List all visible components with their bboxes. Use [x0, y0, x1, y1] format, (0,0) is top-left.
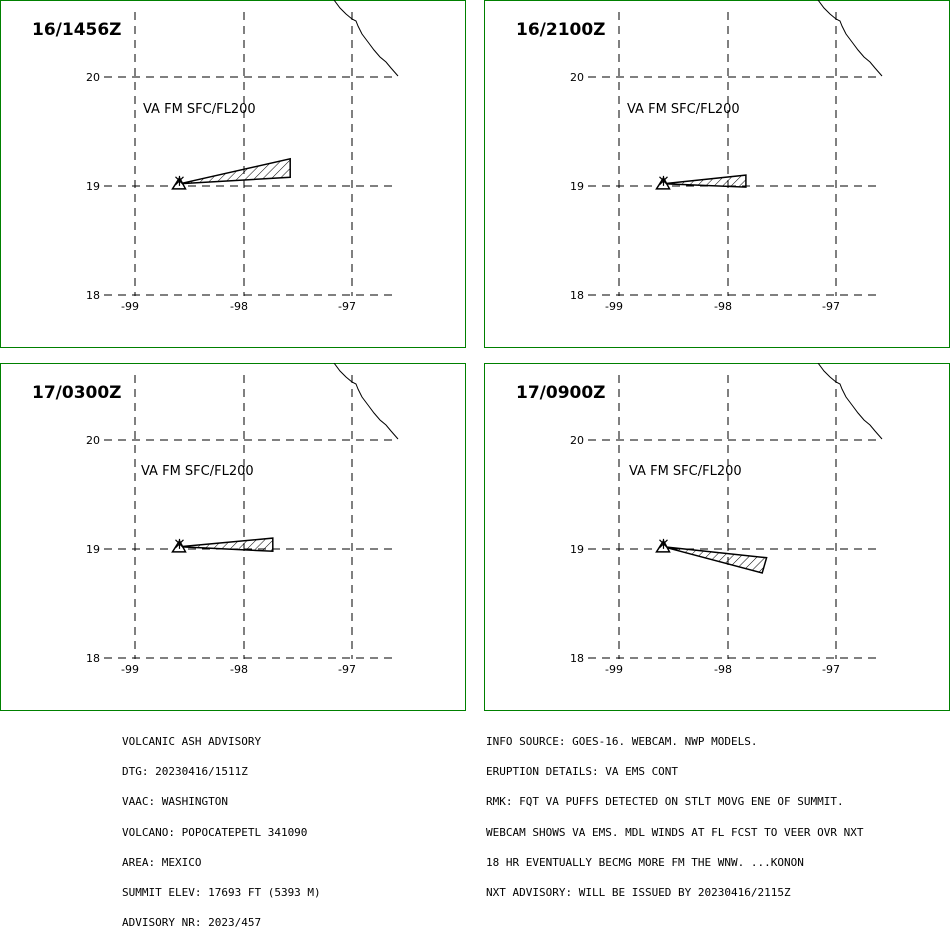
advisory-line: DTG: 20230416/1511Z — [122, 765, 248, 779]
advisory-line: VOLCANO: POPOCATEPETL 341090 — [122, 825, 308, 839]
panel-frame — [0, 363, 466, 711]
forecast-panel-4: 17/0900Z VA FM SFC/FL200 20 19 18 -99 -9… — [484, 363, 950, 712]
valid-time-label: 16/2100Z — [516, 20, 606, 40]
lat-label: 20 — [570, 71, 584, 84]
advisory-line: ADVISORY NR: 2023/457 — [122, 916, 262, 930]
layer-label: VA FM SFC/FL200 — [629, 464, 742, 479]
lat-label: 19 — [570, 180, 584, 193]
lon-label: -98 — [230, 663, 248, 676]
lon-label: -99 — [121, 663, 139, 676]
lat-label: 18 — [86, 289, 100, 302]
eruption-star-icon — [175, 175, 184, 186]
lon-label: -98 — [714, 300, 732, 313]
advisory-line: INFO SOURCE: GOES-16. WEBCAM. NWP MODELS… — [486, 735, 758, 748]
layer-label: VA FM SFC/FL200 — [143, 102, 256, 117]
coastline — [817, 0, 883, 77]
coastline — [333, 363, 399, 440]
lat-label: 18 — [570, 652, 584, 665]
lon-label: -98 — [714, 663, 732, 676]
eruption-star-icon — [659, 538, 668, 549]
advisory-header-block: VOLCANIC ASH ADVISORY DTG: 20230416/1511… — [122, 717, 321, 938]
lon-label: -99 — [605, 663, 623, 676]
layer-label: VA FM SFC/FL200 — [141, 464, 254, 479]
lon-label: -99 — [605, 300, 623, 313]
advisory-line: VOLCANIC ASH ADVISORY — [122, 735, 262, 748]
lat-label: 20 — [570, 434, 584, 447]
map-panel-svg: 16/1456Z VA FM SFC/FL200 20 19 18 -99 -9… — [0, 0, 466, 348]
eruption-star-icon — [175, 538, 184, 549]
valid-time-label: 16/1456Z — [32, 20, 122, 40]
lat-label: 18 — [86, 652, 100, 665]
eruption-star-icon — [659, 175, 668, 186]
lat-label: 20 — [86, 434, 100, 447]
advisory-line: AREA: MEXICO — [122, 855, 202, 869]
advisory-line: RMK: FQT VA PUFFS DETECTED ON STLT MOVG … — [486, 795, 844, 809]
advisory-line: NXT ADVISORY: WILL BE ISSUED BY 20230416… — [486, 885, 791, 899]
valid-time-label: 17/0300Z — [32, 383, 122, 403]
lon-label: -97 — [822, 663, 840, 676]
lat-lon-grid — [588, 12, 882, 296]
advisory-line: 18 HR EVENTUALLY BECMG MORE FM THE WNW. … — [486, 855, 804, 869]
lat-lon-grid — [104, 12, 398, 296]
lon-label: -97 — [338, 300, 356, 313]
coastline — [333, 0, 399, 77]
lat-label: 18 — [570, 289, 584, 302]
lat-label: 19 — [86, 180, 100, 193]
forecast-panel-1: 16/1456Z VA FM SFC/FL200 20 19 18 -99 -9… — [0, 0, 466, 349]
lat-lon-grid — [104, 375, 398, 659]
layer-label: VA FM SFC/FL200 — [627, 102, 740, 117]
lon-label: -98 — [230, 300, 248, 313]
advisory-line: WEBCAM SHOWS VA EMS. MDL WINDS AT FL FCS… — [486, 825, 864, 839]
lat-label: 19 — [86, 543, 100, 556]
panel-frame — [0, 0, 466, 348]
ash-cloud-polygon — [663, 546, 768, 574]
map-panel-svg: 17/0300Z VA FM SFC/FL200 20 19 18 -99 -9… — [0, 363, 466, 711]
lon-label: -99 — [121, 300, 139, 313]
advisory-line: SUMMIT ELEV: 17693 FT (5393 M) — [122, 885, 321, 899]
map-panel-svg: 16/2100Z VA FM SFC/FL200 20 19 18 -99 -9… — [484, 0, 950, 348]
advisory-line: VAAC: WASHINGTON — [122, 795, 228, 809]
ash-cloud-polygon — [179, 157, 291, 185]
valid-time-label: 17/0900Z — [516, 383, 606, 403]
ash-cloud-polygon — [179, 537, 274, 552]
map-panel-svg: 17/0900Z VA FM SFC/FL200 20 19 18 -99 -9… — [484, 363, 950, 711]
lon-label: -97 — [822, 300, 840, 313]
lat-lon-grid — [588, 375, 882, 659]
lon-label: -97 — [338, 663, 356, 676]
forecast-panel-3: 17/0300Z VA FM SFC/FL200 20 19 18 -99 -9… — [0, 363, 466, 712]
lat-label: 20 — [86, 71, 100, 84]
ash-cloud-polygon — [663, 174, 747, 188]
forecast-panel-2: 16/2100Z VA FM SFC/FL200 20 19 18 -99 -9… — [484, 0, 950, 349]
lat-label: 19 — [570, 543, 584, 556]
advisory-line: ERUPTION DETAILS: VA EMS CONT — [486, 765, 679, 779]
coastline — [817, 363, 883, 440]
advisory-remarks-block: INFO SOURCE: GOES-16. WEBCAM. NWP MODELS… — [486, 717, 864, 908]
